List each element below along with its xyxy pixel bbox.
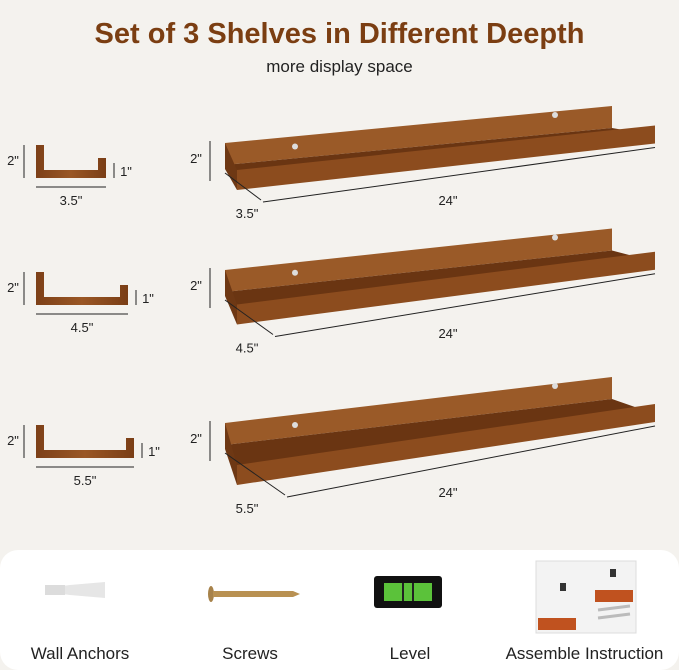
accessory-label: Screws: [222, 644, 278, 663]
profile-depth-label: 5.5": [74, 473, 97, 488]
length-dimension-line: [262, 147, 656, 203]
screw-hole: [552, 112, 558, 118]
length-dimension-line: [274, 273, 656, 337]
screw-hole: [292, 422, 298, 428]
shelf-profile: [36, 272, 128, 305]
shelf-height-label: 2": [190, 431, 202, 446]
depth-dimension-line: [224, 452, 286, 496]
shelf-depth-label: 4.5": [236, 341, 259, 356]
profile-depth-label: 4.5": [71, 320, 94, 335]
depth-dimension-line: [224, 299, 274, 335]
depth-dimension-line: [224, 172, 262, 201]
shelf-back-board: [225, 377, 612, 445]
subtitle: more display space: [266, 57, 413, 76]
screw-hole: [292, 269, 298, 276]
shelf-side: [225, 143, 237, 190]
shelves-illustration: 2" 1" 3.5" 2" 3.5" 24" 2" 1" 4.5" 2" 4.5" 24" 2" 1" 5.…: [7, 106, 656, 516]
screw-hole: [292, 143, 298, 150]
instruction-booklet-icon: [535, 560, 637, 634]
shelf-side: [225, 270, 237, 325]
accessory-label: Level: [389, 644, 431, 663]
profile-height-label: 2": [7, 153, 19, 168]
shelf-profile: [36, 145, 106, 178]
level-icon: [374, 576, 442, 608]
shelf-side: [225, 423, 237, 485]
shelf-front-lip: [237, 404, 655, 485]
shelf-height-label: 2": [190, 278, 202, 293]
shelf-depth-label: 3.5": [236, 206, 259, 221]
shelf-back-board: [225, 106, 612, 165]
page-title: Set of 3 Shelves in Different Deepth: [94, 18, 585, 50]
profile-depth-label: 3.5": [60, 193, 83, 208]
shelf-row-1: 2" 1" 3.5" 2" 3.5" 24": [7, 106, 656, 221]
shelf-back-board: [225, 228, 612, 292]
accessory-wall-anchors: Wall Anchors: [10, 550, 150, 663]
screw-icon: [208, 586, 300, 602]
accessory-instruction: Assemble Instruction: [490, 550, 679, 663]
shelf-depth-label: 5.5": [236, 501, 259, 516]
shelf-length-label: 24": [438, 193, 457, 208]
shelf-front-lip: [237, 125, 655, 190]
accessories-panel: Wall Anchors Screws Level Assemble Instr…: [0, 550, 679, 670]
shelf-length-label: 24": [438, 326, 457, 341]
shelf-profile: [36, 425, 134, 458]
accessory-screws: Screws: [180, 550, 320, 663]
shelf-row-3: 2" 1" 5.5" 2" 5.5" 24": [7, 377, 656, 516]
accessory-label: Assemble Instruction: [505, 644, 664, 663]
shelf-length-label: 24": [438, 485, 457, 500]
profile-lip-label: 1": [142, 291, 154, 306]
wall-anchor-icon: [45, 582, 105, 598]
screw-hole: [552, 383, 558, 389]
shelf-front-lip: [237, 251, 655, 325]
accessory-level: Level: [340, 550, 480, 663]
shelf-height-label: 2": [190, 151, 202, 166]
accessory-label: Wall Anchors: [30, 644, 130, 663]
profile-height-label: 2": [7, 280, 19, 295]
profile-lip-label: 1": [120, 164, 132, 179]
screw-hole: [552, 234, 558, 241]
profile-lip-label: 1": [148, 444, 160, 459]
profile-height-label: 2": [7, 433, 19, 448]
length-dimension-line: [286, 425, 656, 498]
shelf-row-2: 2" 1" 4.5" 2" 4.5" 24": [7, 228, 656, 356]
